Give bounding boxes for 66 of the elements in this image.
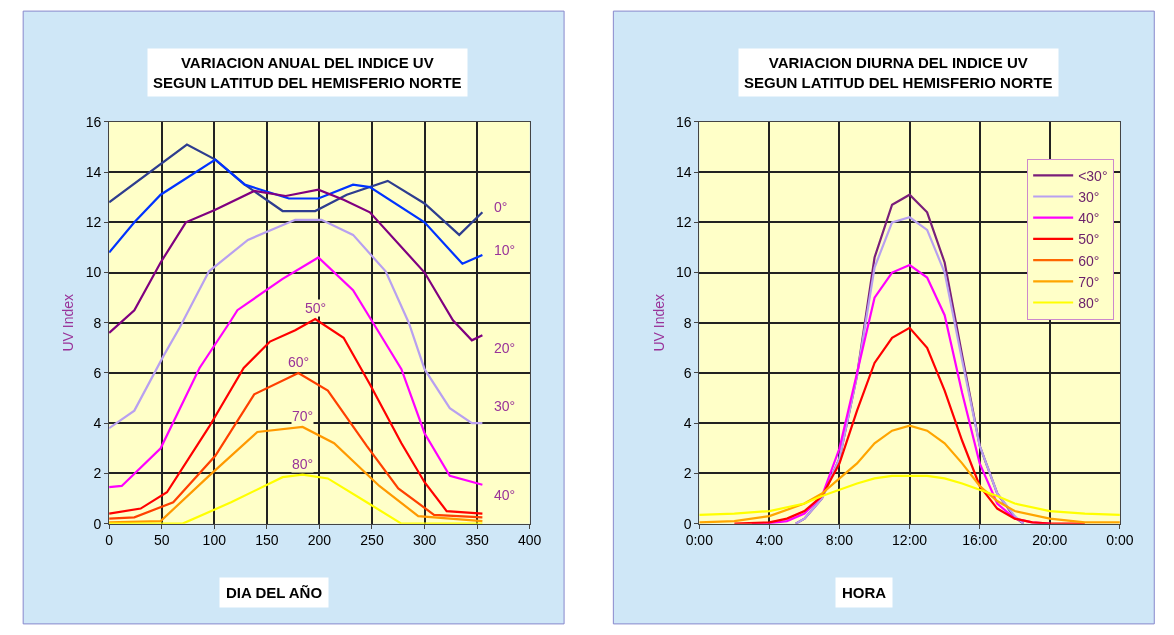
x-tick-label: 0 [105, 532, 114, 549]
y-tick-label: 2 [683, 465, 692, 482]
y-tick-label: 0 [683, 515, 692, 532]
y-tick-label: 12 [675, 214, 692, 231]
y-axis-title: UV Index [60, 293, 77, 352]
x-tick-label: 0:00 [685, 532, 714, 549]
line-series [109, 256, 484, 489]
y-tick-label: 16 [675, 113, 692, 130]
line-series [109, 371, 484, 520]
y-tick-label: 16 [85, 113, 102, 130]
y-tick-label: 4 [683, 415, 692, 432]
line-series [109, 143, 484, 236]
series-label: 40° [494, 487, 516, 503]
series-label: 80° [292, 456, 314, 472]
y-tick-label: 14 [85, 164, 102, 181]
legend-label: 30° [1078, 188, 1100, 205]
series-label: 50° [305, 300, 327, 316]
y-tick-label: 12 [85, 214, 102, 231]
y-tick-label: 6 [93, 364, 102, 381]
x-tick-label: 0:00 [1106, 532, 1134, 549]
x-tick-label: 400 [518, 532, 542, 549]
x-tick-label: 350 [465, 532, 490, 549]
x-tick-label: 4:00 [755, 532, 784, 549]
line-series [109, 188, 484, 342]
y-axis-title: UV Index [650, 293, 667, 352]
y-tick-label: 2 [93, 465, 102, 482]
series-label: 10° [494, 242, 516, 258]
y-tick-label: 10 [675, 264, 692, 281]
chart-title: VARIACION ANUAL DEL INDICE UV SEGUN LATITUD DEL HEMISFERIO NORTE [153, 54, 462, 91]
series-label: 30° [494, 398, 516, 414]
x-tick-label: 250 [360, 532, 384, 549]
series-label: 0° [494, 199, 508, 215]
x-tick-label: 20:00 [1032, 532, 1068, 549]
chart-title: VARIACION DIURNA DEL INDICE UV SEGUN LATITUD DEL HEMISFERIO NORTE [744, 54, 1053, 91]
x-tick-label: 150 [255, 532, 279, 549]
y-tick-label: 10 [85, 264, 102, 281]
x-tick-label: 50 [153, 532, 170, 549]
y-tick-label: 0 [93, 515, 102, 532]
x-tick-label: 8:00 [825, 532, 854, 549]
y-tick-label: 4 [93, 415, 102, 432]
legend-label: 40° [1078, 210, 1100, 227]
y-tick-label: 6 [683, 364, 692, 381]
x-tick-label: 300 [412, 532, 437, 549]
legend-label: 80° [1078, 294, 1100, 311]
x-tick-label: 100 [202, 532, 227, 549]
x-axis-title: HORA [842, 584, 887, 601]
line-series [109, 317, 484, 515]
line-series [699, 474, 1120, 516]
x-tick-label: 16:00 [962, 532, 998, 549]
line-series [109, 425, 484, 524]
series-label: 60° [288, 354, 310, 370]
x-axis-title: DIA DEL AÑO [226, 584, 323, 601]
line-series [109, 158, 484, 265]
y-tick-label: 8 [683, 314, 692, 331]
line-series [109, 218, 484, 430]
legend-label: 60° [1078, 252, 1100, 269]
x-tick-label: 12:00 [892, 532, 928, 549]
legend-label: <30° [1078, 167, 1108, 184]
y-tick-label: 8 [93, 314, 102, 331]
x-tick-label: 200 [307, 532, 332, 549]
legend-label: 70° [1078, 273, 1100, 290]
series-label: 70° [292, 408, 314, 424]
series-label: 20° [494, 340, 516, 356]
line-series [699, 424, 1120, 524]
y-tick-label: 14 [675, 164, 692, 181]
legend-label: 50° [1078, 231, 1100, 248]
